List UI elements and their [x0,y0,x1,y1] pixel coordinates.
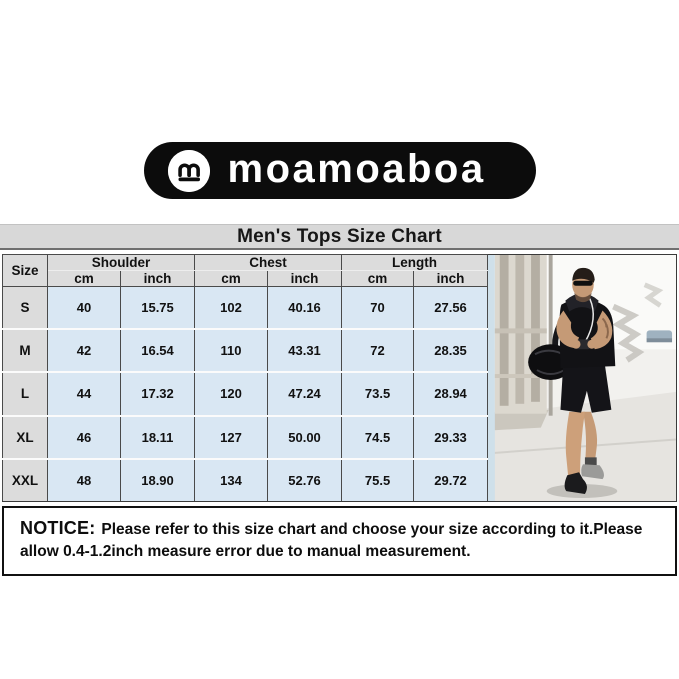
cell: 102 [194,285,269,330]
content-row: Size Shoulder Chest Length cm inch cm in… [2,254,677,503]
header-length: Length [341,254,489,271]
cell: 73.5 [341,371,415,417]
table-row-l: L 44 17.32 120 47.24 73.5 28.94 [2,371,489,417]
cell: 120 [194,371,269,417]
header-size: Size [2,254,48,287]
cell: 16.54 [119,327,196,374]
brand-name: moamoaboa [227,146,486,191]
cell: 48 [47,458,121,503]
notice-body: Please refer to this size chart and choo… [20,521,643,561]
cell: 40 [47,285,121,330]
cell: 52.76 [267,458,343,503]
header-shoulder: Shoulder [46,254,196,271]
unit-length-inch: inch [413,270,489,287]
cell: 110 [194,327,269,374]
cell: 134 [194,458,269,503]
size-label: L [2,371,48,417]
cell: 18.90 [119,458,196,503]
cell: 72 [341,327,415,374]
notice-text: NOTICE: Please refer to this size chart a… [20,516,663,563]
cell: 28.35 [413,327,489,374]
title-band: Men's Tops Size Chart [0,224,679,250]
header-chest: Chest [194,254,343,271]
cell: 29.72 [413,458,489,503]
table-row-xl: XL 46 18.11 127 50.00 74.5 29.33 [2,414,489,461]
table-row-m: M 42 16.54 110 43.31 72 28.35 [2,327,489,374]
cell: 27.56 [413,285,489,330]
cell: 43.31 [267,327,343,374]
notice-label: NOTICE: [20,518,96,538]
brand-logo: moamoaboa [143,142,536,199]
size-label: M [2,327,48,374]
table-row-xxl: XXL 48 18.90 134 52.76 75.5 29.72 [2,458,489,503]
cell: 127 [194,414,269,461]
cell: 50.00 [267,414,343,461]
size-label: XXL [2,458,48,503]
cell: 70 [341,285,415,330]
model-photo [488,254,677,502]
unit-length-cm: cm [341,270,415,287]
size-chart-table: Size Shoulder Chest Length cm inch cm in… [2,254,489,503]
cell: 46 [47,414,121,461]
cell: 17.32 [119,371,196,417]
cell: 44 [47,371,121,417]
cell: 74.5 [341,414,415,461]
cell: 15.75 [119,285,196,330]
page-title: Men's Tops Size Chart [237,225,442,247]
cell: 28.94 [413,371,489,417]
cell: 75.5 [341,458,415,503]
unit-chest-inch: inch [267,270,343,287]
unit-shoulder-cm: cm [47,270,121,287]
notice-box: NOTICE: Please refer to this size chart a… [2,506,677,576]
cell: 29.33 [413,414,489,461]
unit-shoulder-inch: inch [119,270,196,287]
cell: 18.11 [119,414,196,461]
logo-row: moamoaboa [0,0,679,199]
size-label: XL [2,414,48,461]
brand-m-icon [167,149,210,192]
cell: 40.16 [267,285,343,330]
cell: 47.24 [267,371,343,417]
unit-chest-cm: cm [194,270,269,287]
table-row-s: S 40 15.75 102 40.16 70 27.56 [2,285,489,330]
size-label: S [2,285,48,330]
cell: 42 [47,327,121,374]
